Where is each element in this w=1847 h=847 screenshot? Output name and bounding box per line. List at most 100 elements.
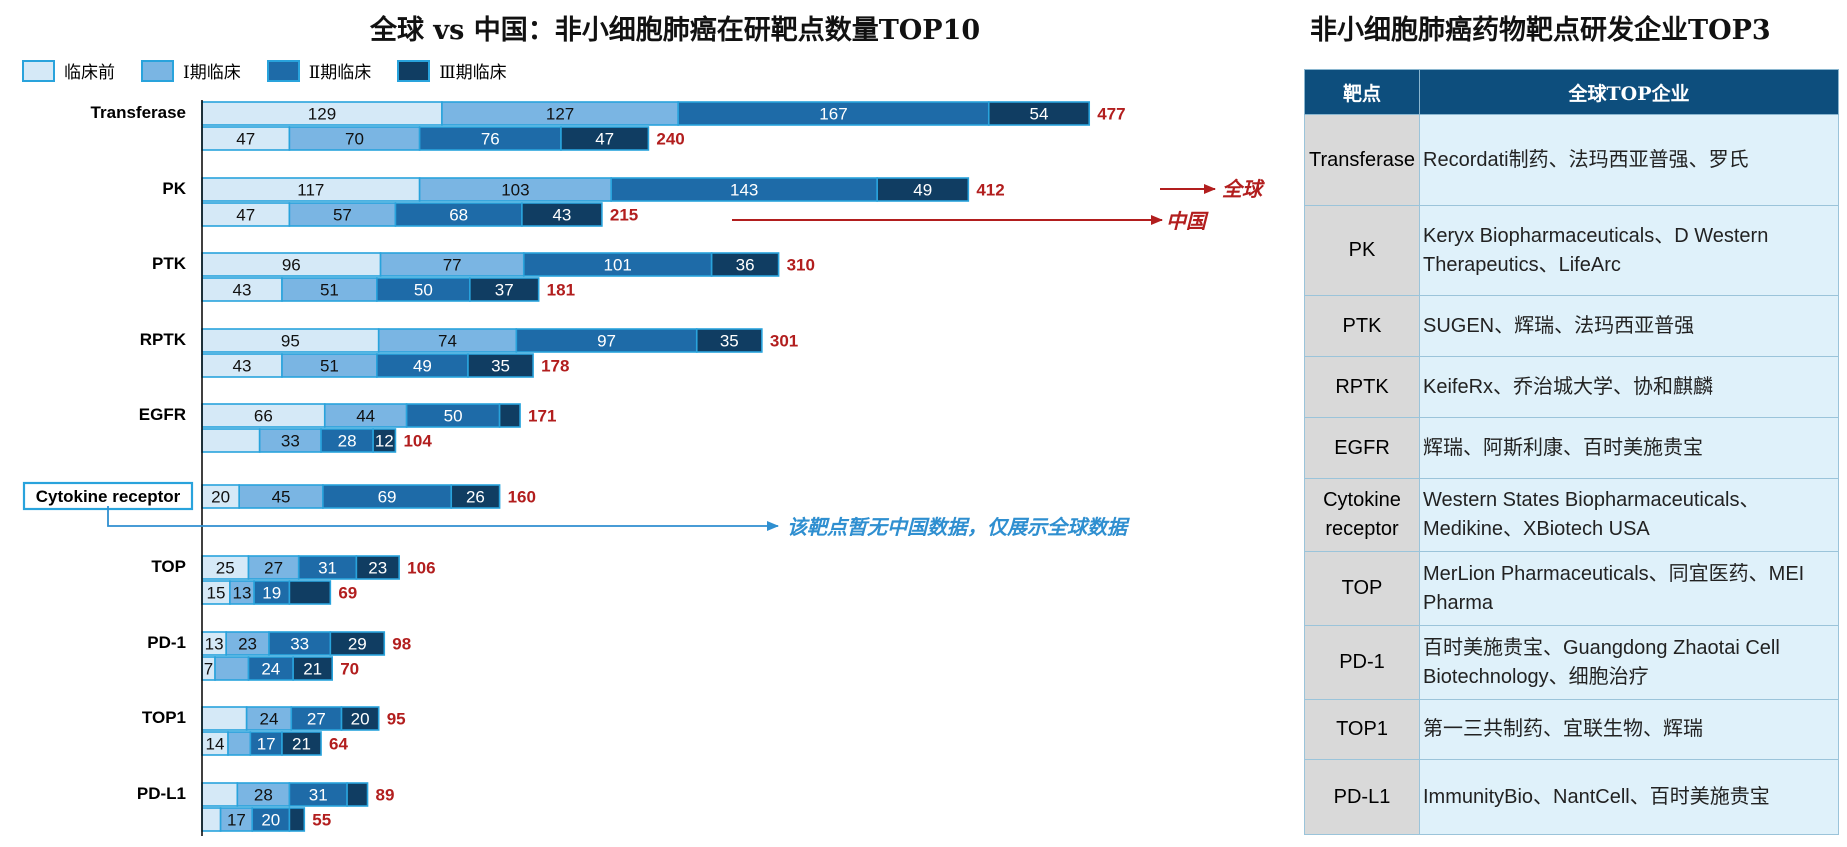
category-label-pd-l1: PD-L1 xyxy=(137,784,186,803)
bar-value-label: 15 xyxy=(206,584,225,603)
legend-swatch-phase3 xyxy=(397,59,431,82)
bar-value-label: 33 xyxy=(290,635,309,654)
bar-segment-global-rptk-phase3 xyxy=(695,328,763,353)
bar-value-label: 35 xyxy=(491,357,510,376)
bar-value-label: 37 xyxy=(495,281,514,300)
bar-segment-china-pk-phase3 xyxy=(521,202,603,227)
bar-value-label: 45 xyxy=(272,488,291,507)
category-label-top1: TOP1 xyxy=(142,708,186,727)
bar-total-label: 412 xyxy=(976,181,1004,200)
table-cell-companies: 辉瑞、阿斯利康、百时美施贵宝 xyxy=(1419,417,1839,479)
bar-value-label: 66 xyxy=(254,407,273,426)
bar-segment-china-egfr-preclinical xyxy=(201,428,261,453)
bar-total-label: 104 xyxy=(403,432,432,451)
bar-value-label: 95 xyxy=(281,332,300,351)
bar-segment-global-ptk-phase3 xyxy=(710,252,780,277)
bar-total-label: 181 xyxy=(547,281,575,300)
bar-total-label: 64 xyxy=(329,735,348,754)
bar-segment-global-pd-1-phase3 xyxy=(329,631,386,656)
bar-value-label: 13 xyxy=(205,635,224,654)
bar-value-label: 7 xyxy=(204,660,213,679)
table-cell-target: Cytokine receptor xyxy=(1304,478,1420,552)
table-cell-companies: Recordati制药、法玛西亚普强、罗氏 xyxy=(1419,114,1839,206)
table-cell-target: Transferase xyxy=(1304,114,1420,206)
bar-total-label: 55 xyxy=(312,811,331,830)
bar-total-label: 301 xyxy=(770,332,798,351)
legend-swatch-phase1 xyxy=(141,59,174,82)
legend-label-preclinical: 临床前 xyxy=(64,63,115,83)
bar-value-label: 129 xyxy=(308,105,336,124)
bar-segment-global-pd-l1-phase3 xyxy=(346,782,369,807)
category-label-box xyxy=(22,481,194,511)
bar-value-label: 49 xyxy=(913,181,932,200)
bar-value-label: 77 xyxy=(443,256,462,275)
category-label-cytokine-receptor: Cytokine receptor xyxy=(36,487,181,506)
header-target: 靶点 xyxy=(1304,69,1420,115)
table-cell-companies: SUGEN、辉瑞、法玛西亚普强 xyxy=(1419,295,1839,357)
bar-value-label: 43 xyxy=(233,281,252,300)
bar-value-label: 54 xyxy=(1030,105,1049,124)
bar-value-label: 143 xyxy=(730,181,758,200)
bar-value-label: 31 xyxy=(318,559,337,578)
bar-value-label: 68 xyxy=(449,206,468,225)
bar-value-label: 44 xyxy=(356,407,375,426)
table-row: EGFR 辉瑞、阿斯利康、百时美施贵宝 xyxy=(1304,417,1839,479)
global-annotation: 全球 xyxy=(1222,177,1265,201)
bar-value-label: 36 xyxy=(736,256,755,275)
bar-total-label: 98 xyxy=(392,635,411,654)
bar-value-label: 14 xyxy=(206,735,225,754)
bar-value-label: 49 xyxy=(413,357,432,376)
category-label-egfr: EGFR xyxy=(139,405,186,424)
bar-segment-china-top-phase3 xyxy=(288,580,332,605)
bar-total-label: 160 xyxy=(508,488,536,507)
bar-segment-china-rptk-phase3 xyxy=(467,353,534,378)
table-cell-companies: ImmunityBio、NantCell、百时美施贵宝 xyxy=(1419,759,1839,835)
table-cell-target: PTK xyxy=(1304,295,1420,357)
table-cell-target: PK xyxy=(1304,205,1420,296)
bar-value-label: 50 xyxy=(414,281,433,300)
bar-value-label: 57 xyxy=(333,206,352,225)
bar-segment-global-top1-phase3 xyxy=(340,706,380,731)
bar-value-label: 21 xyxy=(303,660,322,679)
table-cell-companies: Western States Biopharmaceuticals、Mediki… xyxy=(1419,478,1839,552)
bar-value-label: 51 xyxy=(320,357,339,376)
chart-legend: 临床前 Ⅰ期临床 Ⅱ期临床 Ⅲ期临床 xyxy=(22,58,507,83)
table-row: Transferase Recordati制药、法玛西亚普强、罗氏 xyxy=(1304,114,1839,206)
legend-item-phase2: Ⅱ期临床 xyxy=(266,58,372,83)
table-cell-companies: Keryx Biopharmaceuticals、D Western Thera… xyxy=(1419,205,1839,296)
bar-segment-china-ptk-phase3 xyxy=(469,277,540,302)
bar-segment-global-egfr-phase3 xyxy=(498,403,521,428)
table-cell-target: RPTK xyxy=(1304,356,1420,418)
bar-value-label: 43 xyxy=(233,357,252,376)
table-cell-target: PD-1 xyxy=(1304,625,1420,700)
table-row: RPTK KeifeRx、乔治城大学、协和麒麟 xyxy=(1304,356,1839,418)
bar-segment-global-top-phase3 xyxy=(355,555,400,580)
bar-value-label: 25 xyxy=(216,559,235,578)
table-title: 非小细胞肺癌药物靶点研发企业TOP3 xyxy=(1310,15,1771,46)
table-cell-target: TOP1 xyxy=(1304,699,1420,760)
legend-item-phase3: Ⅲ期临床 xyxy=(397,58,507,83)
bar-value-label: 23 xyxy=(368,559,387,578)
bar-value-label: 76 xyxy=(481,130,500,149)
bar-segment-china-pd-l1-preclinical xyxy=(201,807,222,832)
table-cell-target: PD-L1 xyxy=(1304,759,1420,835)
table-row: PK Keryx Biopharmaceuticals、D Western Th… xyxy=(1304,205,1839,296)
table-row: TOP1 第一三共制药、宜联生物、辉瑞 xyxy=(1304,699,1839,760)
bar-segment-china-top1-phase1 xyxy=(227,731,252,756)
category-label-rptk: RPTK xyxy=(140,330,187,349)
bar-segment-china-pd-1-phase1 xyxy=(214,656,250,681)
bar-value-label: 74 xyxy=(438,332,457,351)
table-cell-companies: MerLion Pharmaceuticals、同宜医药、MEI Pharma xyxy=(1419,551,1839,626)
bar-value-label: 96 xyxy=(282,256,301,275)
bar-total-label: 106 xyxy=(407,559,435,578)
table-header-row: 靶点 全球TOP企业 xyxy=(1304,69,1839,115)
category-label-pk: PK xyxy=(162,179,186,198)
category-label-pd-1: PD-1 xyxy=(147,633,186,652)
bar-value-label: 26 xyxy=(466,488,485,507)
bar-value-label: 103 xyxy=(501,181,529,200)
bar-segment-global-pd-l1-preclinical xyxy=(201,782,239,807)
category-label-transferase: Transferase xyxy=(91,103,186,122)
legend-label-phase2: Ⅱ期临床 xyxy=(308,63,372,83)
